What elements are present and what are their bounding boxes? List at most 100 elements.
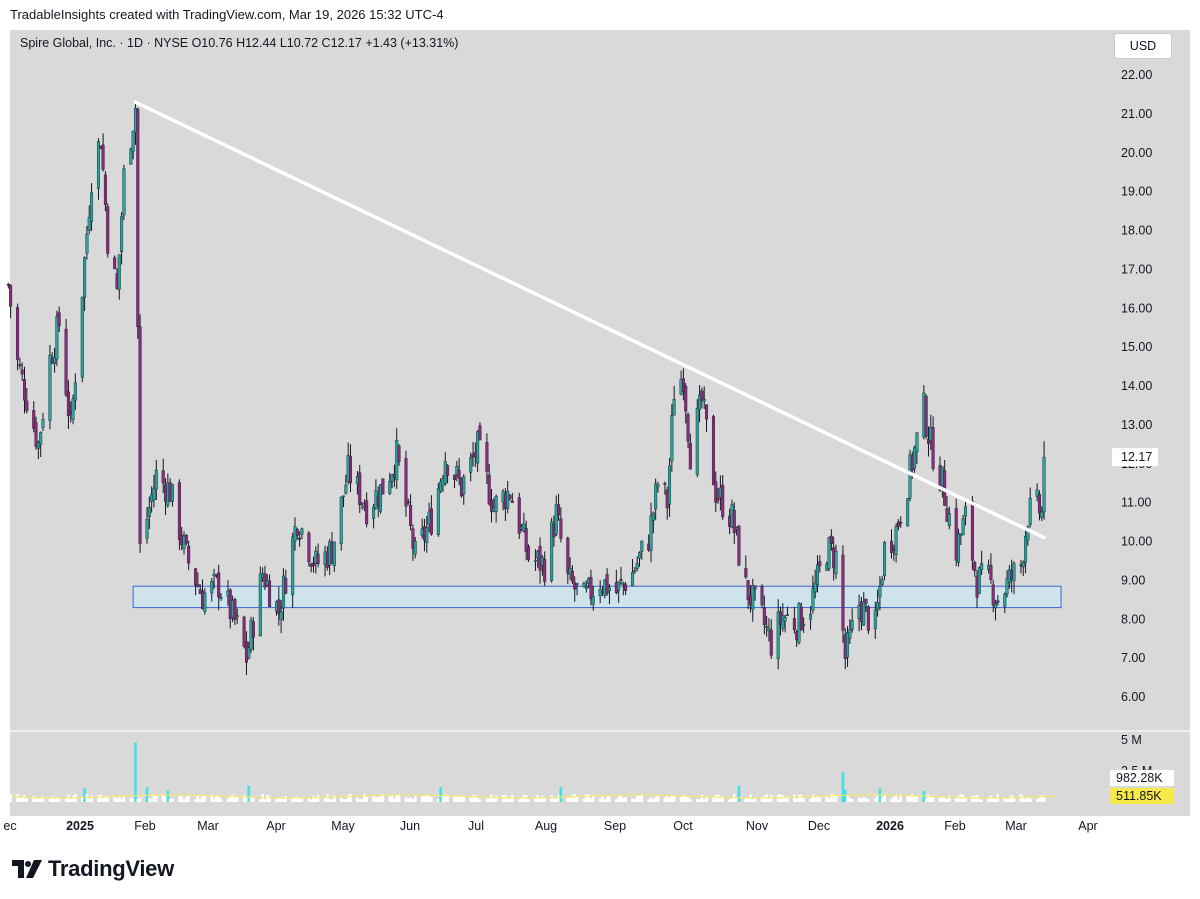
- candle-body[interactable]: [663, 483, 667, 485]
- candle-body[interactable]: [908, 454, 912, 499]
- candle-body[interactable]: [656, 484, 660, 488]
- candle-body[interactable]: [242, 616, 246, 647]
- candle-body[interactable]: [161, 470, 165, 484]
- candle-body[interactable]: [624, 584, 628, 591]
- candle-body[interactable]: [429, 508, 433, 535]
- candle-body[interactable]: [381, 478, 385, 495]
- candle-body[interactable]: [698, 394, 702, 411]
- candle-body[interactable]: [20, 369, 24, 375]
- candle-body[interactable]: [896, 521, 900, 527]
- candle-body[interactable]: [184, 535, 188, 544]
- candle-body[interactable]: [103, 174, 107, 205]
- candle-body[interactable]: [87, 217, 91, 231]
- candle-body[interactable]: [619, 579, 623, 581]
- candle-body[interactable]: [494, 495, 498, 512]
- candle-body[interactable]: [989, 564, 993, 580]
- candle-body[interactable]: [926, 438, 930, 444]
- candle-body[interactable]: [746, 580, 750, 600]
- candle-body[interactable]: [32, 410, 36, 429]
- candle-body[interactable]: [688, 442, 692, 470]
- candle-body[interactable]: [170, 484, 174, 502]
- candle-body[interactable]: [506, 491, 510, 509]
- candle-body[interactable]: [279, 611, 283, 620]
- candle-body[interactable]: [816, 564, 820, 586]
- candle-body[interactable]: [649, 515, 653, 551]
- candle-body[interactable]: [187, 545, 191, 564]
- candle-body[interactable]: [446, 465, 450, 476]
- candle-body[interactable]: [48, 354, 52, 421]
- candle-body[interactable]: [550, 521, 554, 581]
- candle-body[interactable]: [1026, 526, 1030, 541]
- candle-body[interactable]: [684, 386, 688, 412]
- candle-body[interactable]: [973, 561, 977, 571]
- candle-body[interactable]: [850, 620, 854, 630]
- candle-body[interactable]: [453, 475, 457, 480]
- candle-body[interactable]: [866, 606, 870, 631]
- candle-body[interactable]: [799, 606, 803, 631]
- candle-body[interactable]: [864, 598, 868, 604]
- candle-body[interactable]: [554, 504, 558, 535]
- candle-body[interactable]: [1037, 493, 1041, 514]
- candle-body[interactable]: [878, 586, 882, 598]
- candle-body[interactable]: [524, 528, 528, 552]
- candle-body[interactable]: [961, 518, 965, 536]
- candle-body[interactable]: [73, 382, 77, 401]
- candle-body[interactable]: [41, 419, 45, 429]
- candle-body[interactable]: [621, 582, 625, 585]
- candle-body[interactable]: [584, 586, 588, 589]
- candle-body[interactable]: [686, 414, 690, 442]
- candle-body[interactable]: [85, 233, 89, 254]
- candle-body[interactable]: [425, 526, 429, 543]
- candle-body[interactable]: [39, 432, 43, 445]
- candle-body[interactable]: [737, 525, 741, 566]
- candle-body[interactable]: [268, 580, 272, 607]
- candle-body[interactable]: [485, 442, 489, 472]
- candle-body[interactable]: [258, 573, 262, 637]
- candle-body[interactable]: [767, 628, 771, 632]
- candle-body[interactable]: [1035, 489, 1039, 497]
- candle-body[interactable]: [760, 585, 764, 606]
- trendline[interactable]: [133, 100, 1046, 540]
- candle-body[interactable]: [16, 307, 20, 360]
- candle-body[interactable]: [637, 552, 641, 559]
- candle-body[interactable]: [210, 580, 214, 594]
- candle-body[interactable]: [233, 599, 237, 620]
- candle-body[interactable]: [522, 523, 526, 532]
- tradingview-logo[interactable]: TradingView: [12, 856, 174, 882]
- candle-body[interactable]: [631, 571, 635, 587]
- candle-body[interactable]: [991, 584, 995, 606]
- candle-body[interactable]: [342, 495, 346, 498]
- candle-body[interactable]: [295, 529, 299, 536]
- candle-body[interactable]: [980, 563, 984, 570]
- candle-body[interactable]: [311, 562, 315, 566]
- candle-body[interactable]: [876, 601, 880, 610]
- candle-body[interactable]: [873, 609, 877, 629]
- candle-body[interactable]: [543, 559, 547, 582]
- candle-body[interactable]: [490, 499, 494, 512]
- candle-body[interactable]: [462, 476, 466, 495]
- candle-body[interactable]: [1024, 535, 1028, 563]
- candle-body[interactable]: [358, 472, 362, 506]
- candle-body[interactable]: [931, 427, 935, 469]
- candle-body[interactable]: [106, 206, 110, 254]
- candle-body[interactable]: [152, 487, 156, 501]
- candle-body[interactable]: [573, 582, 577, 590]
- candle-body[interactable]: [517, 497, 521, 534]
- candle-body[interactable]: [640, 540, 644, 552]
- candle-body[interactable]: [196, 584, 200, 587]
- candle-body[interactable]: [34, 422, 38, 447]
- candle-body[interactable]: [136, 108, 140, 327]
- candle-body[interactable]: [802, 624, 806, 627]
- candle-body[interactable]: [702, 399, 706, 402]
- candle-body[interactable]: [846, 632, 850, 658]
- candle-body[interactable]: [177, 482, 181, 540]
- candle-body[interactable]: [818, 561, 822, 566]
- candle-body[interactable]: [1028, 497, 1032, 525]
- candle-body[interactable]: [390, 474, 394, 482]
- candle-body[interactable]: [388, 480, 392, 494]
- candle-body[interactable]: [977, 567, 981, 595]
- candle-body[interactable]: [476, 431, 480, 464]
- candle-body[interactable]: [80, 296, 84, 378]
- candle-body[interactable]: [841, 554, 845, 631]
- candle-body[interactable]: [478, 425, 482, 441]
